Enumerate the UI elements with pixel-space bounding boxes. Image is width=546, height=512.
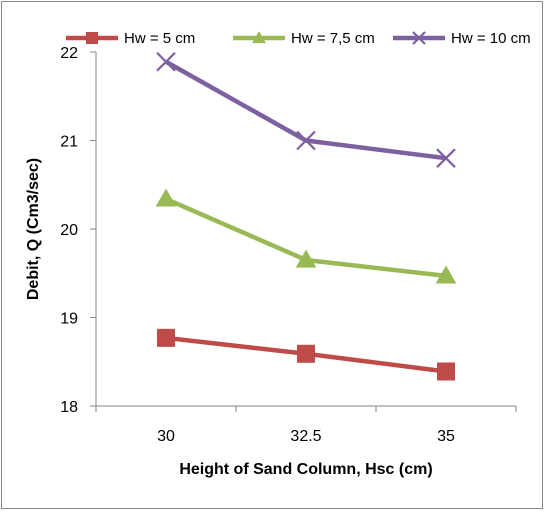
x-axis-ticks: 30 32.5 35: [95, 406, 517, 445]
x-tick-label: 35: [437, 428, 455, 445]
legend-item-1: Hw = 5 cm: [66, 30, 195, 47]
data-point-triangle: [252, 31, 266, 44]
data-point-square: [86, 32, 98, 44]
y-tick-label: 19: [60, 311, 78, 328]
y-tick-label: 20: [60, 222, 78, 239]
legend-item-2: Hw = 7,5 cm: [233, 30, 375, 47]
legend-label: Hw = 7,5 cm: [291, 30, 375, 47]
legend-item-3: Hw = 10 cm: [393, 30, 531, 47]
y-axis-ticks: 18 19 20 21 22: [60, 45, 96, 416]
y-tick-label: 22: [60, 45, 78, 62]
legend-label: Hw = 10 cm: [451, 30, 531, 47]
data-point-x: [156, 51, 176, 72]
series-1: [157, 328, 455, 381]
y-axis-title: Debit, Q (Cm3/sec): [25, 158, 42, 300]
x-tick-label: 30: [157, 428, 175, 445]
series-3: [156, 51, 456, 168]
data-point-triangle: [155, 188, 177, 207]
series-line: [164, 59, 447, 161]
series-layer: [155, 51, 457, 381]
data-point-square: [297, 344, 315, 363]
legend-label: Hw = 5 cm: [124, 30, 195, 47]
data-point-x: [412, 31, 426, 45]
legend: Hw = 5 cm Hw = 7,5 cm Hw = 10 cm: [66, 30, 531, 47]
data-point-square: [437, 362, 455, 381]
data-point-triangle: [295, 249, 317, 268]
data-point-x: [296, 130, 316, 151]
data-point-square: [157, 328, 175, 347]
series-2: [155, 188, 457, 284]
x-tick-label: 32.5: [290, 428, 321, 445]
y-tick-label: 21: [60, 134, 78, 151]
y-tick-label: 18: [60, 399, 78, 416]
data-point-triangle: [435, 265, 457, 284]
x-axis-title: Height of Sand Column, Hsc (cm): [179, 461, 432, 478]
data-point-x: [436, 148, 456, 168]
